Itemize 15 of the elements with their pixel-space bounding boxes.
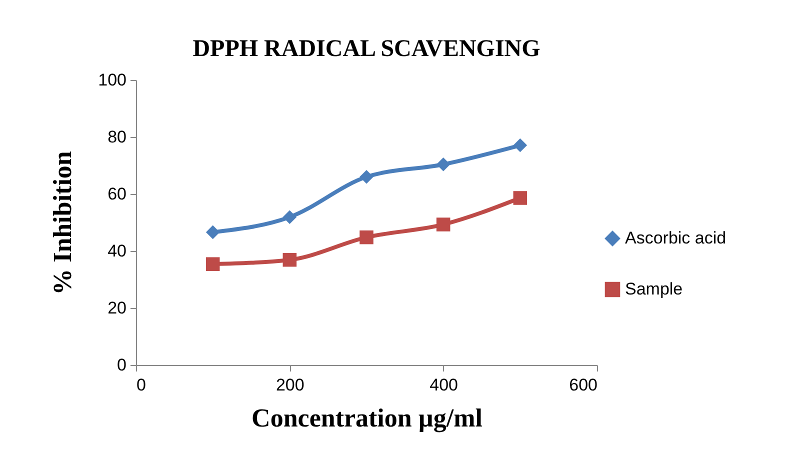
x-axis-title: Concentration µg/ml [252,404,482,432]
x-tick-label: 200 [276,376,304,394]
chart-title: DPPH RADICAL SCAVENGING [192,36,541,62]
x-tick-label: 600 [569,376,598,394]
y-tick-label: 20 [108,298,126,318]
x-tick-label: 400 [430,376,458,394]
legend-label: Sample [625,280,683,298]
y-tick-label: 40 [108,242,126,260]
y-tick-label: 0 [117,356,126,374]
y-tick-label: 100 [98,70,126,90]
legend-label: Ascorbic acid [625,228,726,248]
x-tick-label: 0 [136,376,146,394]
y-tick-label: 80 [108,128,126,146]
y-axis-title: % Inhibition [48,150,78,295]
y-tick-label: 60 [108,184,126,204]
